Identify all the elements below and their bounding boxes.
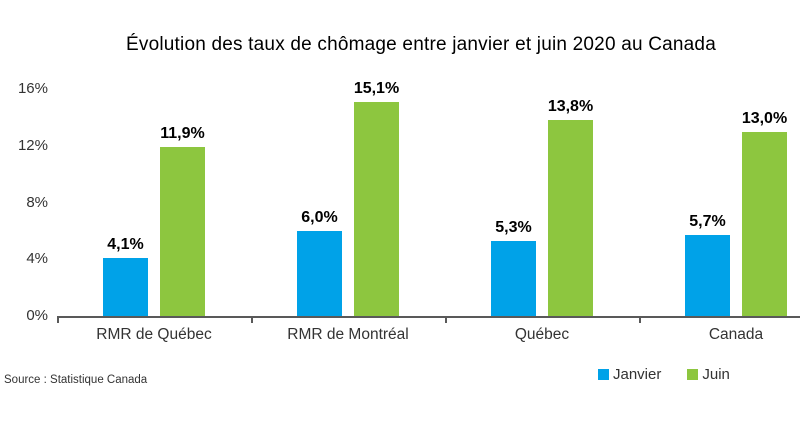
x-axis-line bbox=[57, 316, 800, 318]
bar-value-label: 4,1% bbox=[107, 236, 144, 253]
chart-title: Évolution des taux de chômage entre janv… bbox=[126, 34, 716, 55]
bar-janvier-2 bbox=[297, 231, 342, 316]
bar-janvier-1 bbox=[103, 258, 148, 316]
category-label: RMR de Québec bbox=[96, 326, 212, 343]
bar-value-label: 15,1% bbox=[353, 80, 400, 97]
x-axis-tick bbox=[445, 316, 447, 323]
y-axis-label: 16% bbox=[17, 80, 48, 97]
bar-value-label: 5,7% bbox=[689, 213, 726, 230]
legend-label: Juin bbox=[702, 366, 730, 383]
bar-janvier-3 bbox=[491, 241, 536, 316]
bar-juin-1 bbox=[160, 147, 205, 316]
y-axis-label: 12% bbox=[17, 136, 48, 154]
legend-swatch-janvier bbox=[598, 369, 609, 380]
legend-label: Janvier bbox=[613, 366, 662, 383]
bar-juin-2 bbox=[354, 102, 399, 316]
bar-value-label: 13,0% bbox=[741, 110, 788, 127]
x-axis-tick bbox=[251, 316, 253, 323]
x-axis-tick bbox=[639, 316, 641, 323]
bar-value-label: 6,0% bbox=[301, 209, 338, 226]
legend-item-juin: Juin bbox=[687, 366, 730, 383]
bar-value-label: 5,3% bbox=[495, 219, 532, 236]
bar-value-label: 11,9% bbox=[160, 125, 205, 142]
y-axis-label: 0% bbox=[26, 307, 48, 324]
category-label: Canada bbox=[708, 326, 764, 343]
legend-swatch-juin bbox=[687, 369, 699, 380]
bar-value-label: 13,8% bbox=[547, 98, 594, 115]
category-label: RMR de Montréal bbox=[287, 326, 409, 343]
category-label: Québec bbox=[514, 326, 570, 343]
legend-item-janvier: Janvier bbox=[598, 366, 661, 383]
y-axis-label: 4% bbox=[26, 250, 48, 268]
bar-juin-4 bbox=[742, 132, 787, 316]
bar-juin-3 bbox=[548, 120, 593, 316]
y-axis-label: 8% bbox=[26, 193, 48, 211]
source-note: Source : Statistique Canada bbox=[4, 374, 148, 386]
legend: Janvier Juin bbox=[598, 366, 730, 383]
x-axis-tick bbox=[57, 316, 59, 323]
bar-janvier-4 bbox=[685, 235, 730, 316]
